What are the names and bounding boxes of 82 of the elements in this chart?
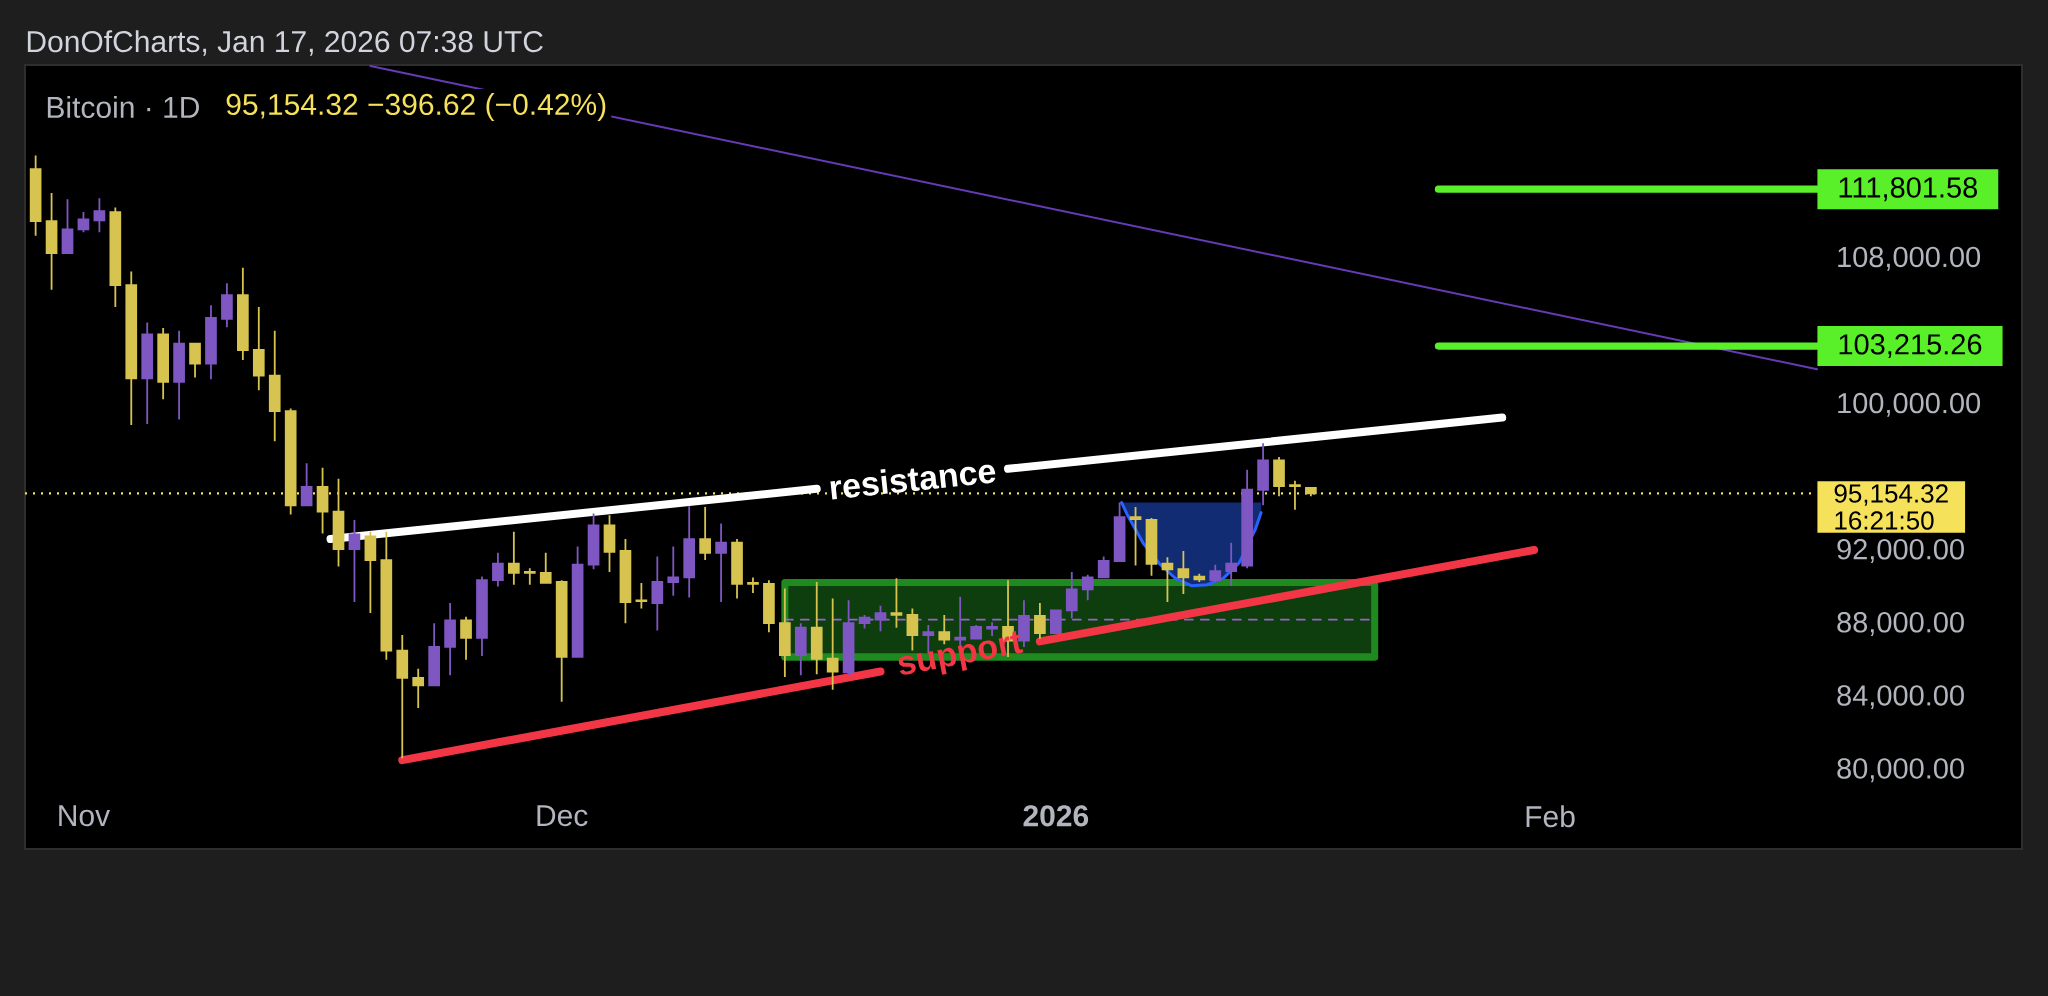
- candlestick: [380, 530, 393, 661]
- candlestick: [252, 306, 265, 392]
- candlestick: [539, 551, 552, 584]
- candlestick: [523, 567, 536, 586]
- candlestick: [237, 266, 249, 361]
- candlestick: [1065, 571, 1078, 620]
- candlestick: [779, 587, 791, 678]
- candlestick: [396, 634, 409, 760]
- y-tick-label: 108,000.00: [1838, 246, 1981, 271]
- candlestick: [715, 522, 727, 604]
- candlestick: [619, 538, 632, 625]
- ref-line-label: 95,154.32: [1834, 484, 1948, 506]
- candlestick: [157, 327, 169, 401]
- text: support: [898, 631, 1024, 675]
- candlestick: [651, 555, 664, 632]
- y-tick-label: 88,000.00: [1837, 612, 1964, 637]
- candlestick: [189, 341, 201, 379]
- candlestick: [508, 530, 520, 586]
- candlestick: [77, 211, 90, 234]
- candlestick: [492, 551, 504, 588]
- candlestick: [476, 575, 488, 657]
- candlestick: [794, 622, 807, 677]
- candlestick: [603, 514, 616, 573]
- candlestick: [205, 304, 217, 381]
- candlestick: [1177, 550, 1190, 595]
- candlestick: [1050, 608, 1062, 635]
- candlestick: [731, 538, 743, 600]
- candlestick: [763, 579, 775, 634]
- candlestick: [1097, 555, 1110, 580]
- candlestick: [587, 512, 600, 571]
- text: resistance: [830, 464, 996, 500]
- x-tick-label: Dec: [537, 805, 588, 827]
- text: Bitcoin · 1D: [47, 95, 199, 118]
- chart-title: DonOfCharts, Jan 17, 2026 07:38 UTC: [27, 30, 543, 56]
- candlestick: [635, 582, 648, 610]
- candlestick: [699, 506, 711, 561]
- y-tick-label: 100,000.00: [1838, 392, 1981, 417]
- candlestick: [571, 545, 584, 659]
- y-tick-label: 92,000.00: [1837, 538, 1964, 563]
- candlestick: [173, 329, 185, 421]
- candlestick: [412, 667, 425, 709]
- candlestick: [1209, 563, 1222, 583]
- candlestick: [555, 579, 568, 703]
- candlestick: [842, 599, 855, 677]
- x-tick-label: Feb: [1526, 805, 1575, 828]
- y-tick-label: 84,000.00: [1837, 685, 1964, 710]
- candlestick: [683, 505, 696, 599]
- candlestick: [1225, 541, 1238, 587]
- candlestick: [1081, 573, 1094, 602]
- candlestick: [268, 329, 281, 443]
- x-tick-label: Nov: [59, 805, 111, 827]
- candlestick: [1273, 455, 1285, 498]
- candlestick: [141, 321, 154, 425]
- candlestick: [1113, 501, 1126, 563]
- candlestick: [1034, 602, 1046, 640]
- candlestick: [284, 407, 297, 516]
- candlestick: [109, 206, 122, 308]
- candlestick: [428, 622, 440, 688]
- candlestick: [29, 154, 42, 237]
- text: 16:21:50: [1835, 511, 1934, 530]
- candlestick: [460, 615, 472, 661]
- annotation: 95,154.32 −396.62 (−0.42%): [226, 93, 606, 121]
- candlestick: [221, 282, 233, 329]
- y-tick-label: 80,000.00: [1837, 758, 1964, 783]
- candlestick: [364, 530, 377, 614]
- candlestick: [747, 576, 759, 594]
- candlestick: [1305, 486, 1317, 498]
- candlestick: [444, 602, 456, 677]
- x-tick-label: 2026: [1023, 805, 1089, 827]
- data-label: 111,801.58: [1839, 177, 1977, 202]
- candlestick: [300, 462, 313, 508]
- candlestick: [1145, 517, 1158, 577]
- candlestick: [826, 597, 839, 691]
- candlestick: [1257, 442, 1269, 507]
- candlestick: [1241, 468, 1253, 570]
- candlestick: [667, 545, 680, 597]
- data-label: 103,215.26: [1839, 334, 1982, 359]
- candlestick: [93, 197, 106, 234]
- candlestick: [1193, 572, 1206, 583]
- candlestick: [125, 270, 138, 426]
- candlestick: [810, 581, 823, 676]
- candlestick: [1289, 479, 1301, 511]
